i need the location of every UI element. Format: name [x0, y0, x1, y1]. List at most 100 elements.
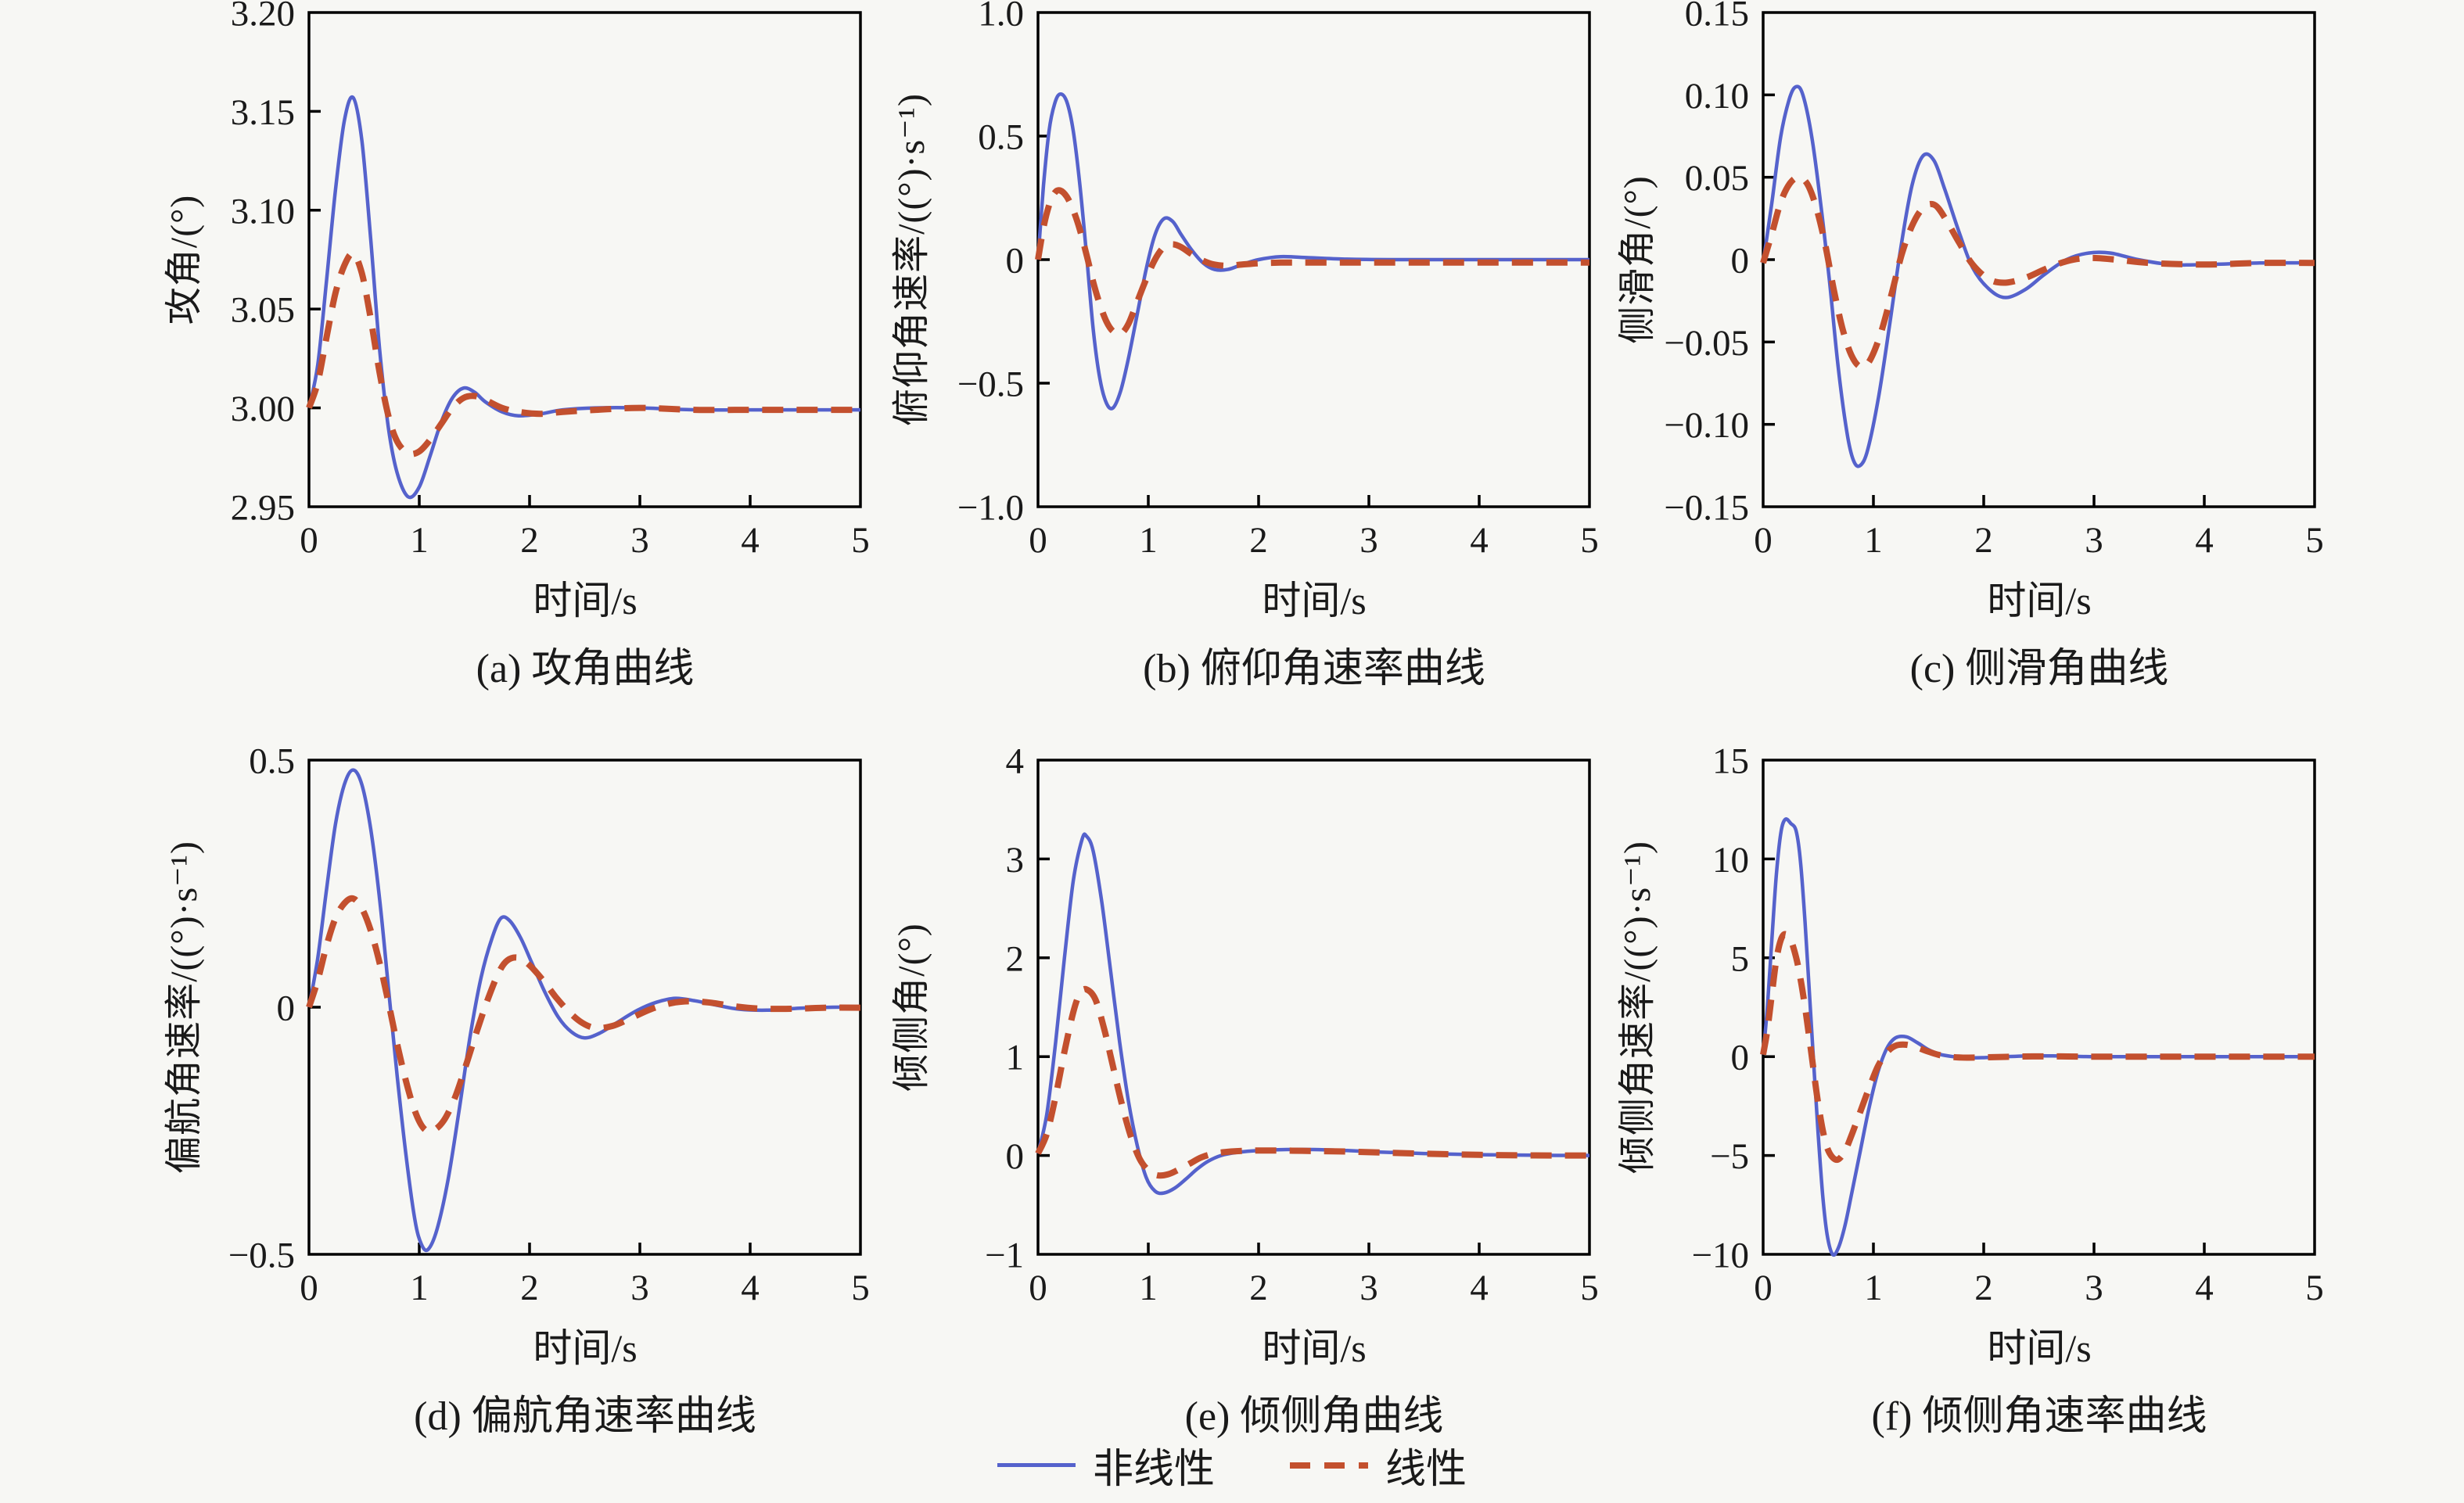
plot-c: 0 1 2 3 4 5 −0.15 −0.10 −0.05 0 0.05 0.10 0.15	[1664, 0, 2324, 561]
x-tick-label: 0	[1029, 520, 1047, 561]
y-tick-label: 0.05	[1685, 158, 1749, 199]
caption-c: (c) 侧滑角曲线	[1909, 647, 2169, 691]
x-tick-label: 1	[410, 520, 429, 561]
caption-a: (a) 攻角曲线	[476, 647, 695, 691]
plot-a: 0 1 2 3 4 5 2.95 3.00 3.05 3.10 3.15 3.20	[231, 0, 870, 561]
plot-f: 0 1 2 3 4 5 −10 −5 0 5 10 15	[1691, 741, 2323, 1308]
y-tick-label: 0.10	[1685, 76, 1749, 117]
x-tick-label: 0	[1029, 1268, 1047, 1308]
y-tick-label: −1.0	[957, 487, 1024, 528]
series-nonlinear-c	[1761, 84, 2315, 468]
y-tick-label: 0.5	[978, 117, 1024, 157]
x-tick-label: 3	[1360, 1268, 1378, 1308]
dashed-line-swatch	[1290, 1462, 1368, 1469]
y-axis-label-d: 偏航角速率/((°)·s⁻¹)	[163, 841, 205, 1174]
y-tick-label: 3.15	[231, 92, 295, 133]
y-tick-label: −5	[1710, 1136, 1749, 1177]
x-tick-label: 3	[630, 1268, 649, 1308]
x-tick-label: 0	[1754, 520, 1773, 561]
legend-label-nonlinear: 非线性	[1092, 1447, 1215, 1492]
y-axis-label-f: 倾侧角速率/((°)·s⁻¹)	[1617, 841, 1658, 1174]
x-tick-label: 3	[2085, 1268, 2103, 1308]
x-tick-label: 5	[2305, 520, 2324, 561]
caption-b: (b) 俯仰角速率曲线	[1143, 647, 1485, 691]
y-tick-label: 10	[1712, 840, 1749, 881]
y-tick-label: 3	[1006, 840, 1025, 881]
legend: 非线性 线性	[997, 1436, 1467, 1494]
x-axis-label-c: 时间/s	[1987, 579, 2092, 622]
x-tick-label: 4	[1470, 1268, 1489, 1308]
x-tick-label: 2	[1974, 1268, 1993, 1308]
series-nonlinear-b	[1036, 91, 1589, 411]
y-tick-label: −10	[1691, 1235, 1749, 1275]
y-tick-label: 1	[1006, 1038, 1025, 1078]
x-tick-label: 4	[741, 520, 760, 561]
x-tick-label: 4	[2195, 1268, 2214, 1308]
x-tick-label: 5	[851, 520, 870, 561]
x-tick-label: 5	[851, 1268, 870, 1308]
y-tick-label: −0.15	[1664, 487, 1749, 528]
y-tick-label: 0	[277, 988, 296, 1028]
solid-line-swatch	[997, 1463, 1076, 1467]
y-tick-label: −0.5	[957, 364, 1024, 404]
y-tick-label: 3.00	[231, 389, 295, 429]
x-tick-label: 2	[1249, 1268, 1268, 1308]
y-tick-label: 4	[1006, 741, 1025, 781]
caption-d: (d) 偏航角速率曲线	[414, 1394, 756, 1439]
series-linear-e	[1035, 985, 1590, 1179]
x-tick-label: 2	[520, 520, 539, 561]
y-tick-label: 0	[1731, 1038, 1750, 1078]
x-axis-label-d: 时间/s	[533, 1326, 638, 1370]
x-tick-label: 0	[1754, 1268, 1773, 1308]
legend-item-nonlinear: 非线性	[997, 1436, 1215, 1494]
y-tick-label: −0.05	[1664, 323, 1749, 364]
plot-box-a	[307, 11, 862, 508]
y-tick-label: 3.05	[231, 290, 295, 331]
x-axis-label-f: 时间/s	[1987, 1326, 2092, 1370]
y-tick-label: 2.95	[231, 487, 295, 528]
x-tick-label: 5	[1580, 520, 1599, 561]
y-axis-label-e: 倾侧角/(°)	[891, 923, 932, 1092]
x-tick-label: 4	[2195, 520, 2214, 561]
plot-d: 0 1 2 3 4 5−0.500.5	[228, 741, 870, 1308]
x-tick-label: 2	[1974, 520, 1993, 561]
x-tick-label: 3	[630, 520, 649, 561]
x-axis-label-a: 时间/s	[533, 579, 638, 622]
x-tick-label: 2	[1249, 520, 1268, 561]
x-tick-label: 1	[1139, 520, 1158, 561]
y-tick-label: −1	[985, 1235, 1024, 1275]
y-axis-label-a: 攻角/(°)	[163, 194, 205, 325]
series-linear-b	[1035, 187, 1589, 338]
x-tick-label: 1	[1139, 1268, 1158, 1308]
series-nonlinear-f	[1761, 817, 2315, 1257]
x-axis-label-b: 时间/s	[1262, 579, 1367, 622]
y-tick-label: 2	[1006, 938, 1025, 979]
plot-box-e	[1036, 759, 1591, 1256]
y-axis-label-c: 侧滑角/(°)	[1617, 175, 1658, 344]
y-tick-label: 3.10	[231, 191, 295, 231]
x-tick-label: 4	[741, 1268, 760, 1308]
y-tick-label: 0.5	[249, 741, 295, 781]
x-tick-label: 0	[300, 520, 318, 561]
x-axis-label-e: 时间/s	[1262, 1326, 1367, 1370]
series-linear-a	[306, 250, 860, 457]
series-linear-d	[306, 895, 861, 1135]
y-tick-label: 0	[1006, 240, 1025, 281]
y-tick-label: −0.5	[228, 1235, 295, 1275]
x-tick-label: 3	[2085, 520, 2103, 561]
x-tick-label: 0	[300, 1268, 318, 1308]
x-tick-label: 4	[1470, 520, 1489, 561]
y-tick-label: 3.20	[231, 0, 295, 34]
legend-label-linear: 线性	[1385, 1447, 1467, 1492]
y-tick-label: 5	[1731, 938, 1750, 979]
y-tick-label: 0.15	[1685, 0, 1749, 34]
caption-f: (f) 倾侧角速率曲线	[1871, 1394, 2207, 1439]
series-linear-f	[1760, 931, 2315, 1164]
y-tick-label: 0	[1006, 1136, 1025, 1177]
legend-item-linear: 线性	[1290, 1436, 1467, 1494]
plot-b: 0 1 2 3 4 5 −1.0 −0.5 0 0.5 1.0	[957, 0, 1599, 561]
x-tick-label: 1	[410, 1268, 429, 1308]
